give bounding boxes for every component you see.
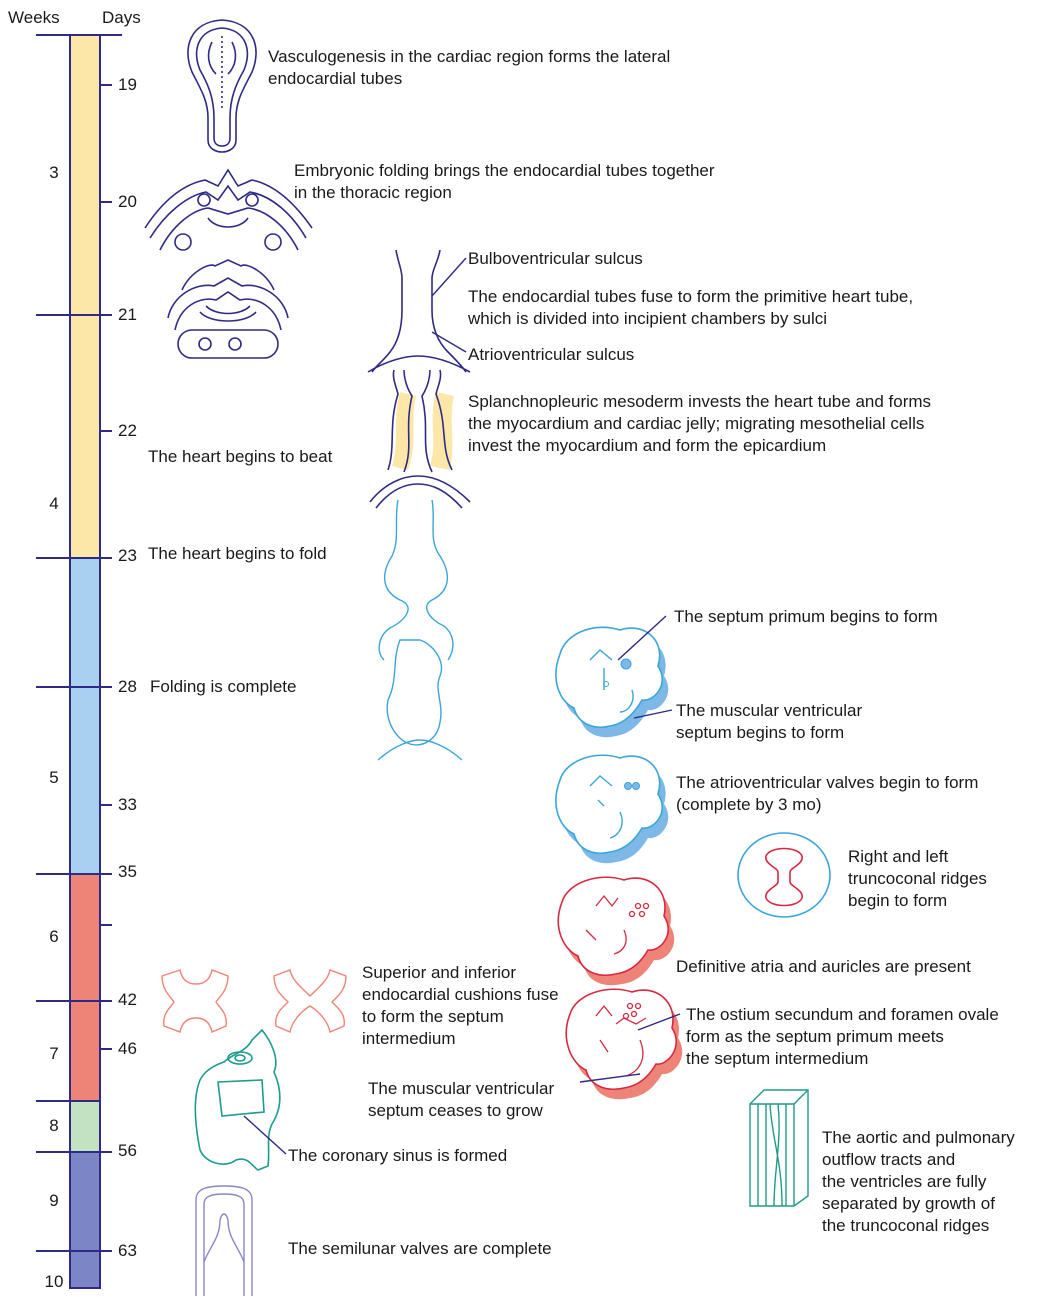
timeline-segment-yellow — [70, 35, 100, 558]
day-label: 20 — [118, 192, 137, 211]
day-label: 19 — [118, 75, 137, 94]
event-cushions-fuse: Superior and inferior endocardial cushio… — [362, 963, 559, 1048]
day-label: 35 — [118, 862, 137, 881]
weeks-header: Weeks — [8, 8, 60, 27]
event-septum-primum: The septum primum begins to form — [674, 607, 938, 626]
endocardial-cushions-illustration — [161, 969, 347, 1033]
event-heart-beat: The heart begins to beat — [148, 447, 333, 466]
week-label: 10 — [44, 1272, 64, 1291]
event-splanchnopleuric: Splanchnopleuric mesoderm invests the he… — [468, 392, 932, 455]
day-label: 63 — [118, 1241, 137, 1260]
event-semilunar: The semilunar valves are complete — [288, 1239, 552, 1258]
event-definitive-atria: Definitive atria and auricles are presen… — [676, 957, 971, 976]
folding-heart-illustration — [377, 499, 463, 761]
day-label: 28 — [118, 677, 137, 696]
outflow-tracts-illustration — [749, 1089, 809, 1207]
timeline-ticks — [36, 34, 122, 1252]
day-label: 22 — [118, 421, 137, 440]
septum-primum-heart-illustration — [555, 615, 673, 738]
timeline-segment-lightblue — [70, 558, 100, 874]
ostium-secundum-heart-illustration — [565, 988, 683, 1100]
week-label: 9 — [49, 1191, 59, 1210]
week-label: 5 — [49, 768, 59, 787]
event-vasculogenesis: Vasculogenesis in the cardiac region for… — [268, 47, 671, 88]
day-label: 33 — [118, 795, 137, 814]
timeline-segment-green — [70, 1101, 100, 1152]
week-label: 3 — [49, 163, 59, 182]
day-label: 56 — [118, 1141, 137, 1160]
week-label: 4 — [49, 494, 59, 513]
event-muscular-septum-begins: The muscular ventricular septum begins t… — [676, 701, 863, 742]
semilunar-valves-illustration — [195, 1185, 253, 1296]
week-label: 6 — [49, 927, 59, 946]
event-tubes-fuse: The endocardial tubes fuse to form the p… — [468, 287, 914, 328]
primitive-heart-tube-illustration — [367, 249, 471, 373]
timeline-segment-purple — [70, 1152, 100, 1288]
definitive-atria-heart-illustration — [557, 876, 675, 986]
event-atrioventricular-sulcus: Atrioventricular sulcus — [468, 345, 635, 364]
event-bulboventricular-sulcus: Bulboventricular sulcus — [468, 249, 643, 268]
timeline-segment-red — [70, 874, 100, 1101]
event-folding-brings: Embryonic folding brings the endocardial… — [294, 161, 715, 202]
day-label: 42 — [118, 990, 137, 1009]
week-label: 8 — [49, 1116, 59, 1135]
day-label: 21 — [118, 305, 137, 324]
day-label: 46 — [118, 1039, 137, 1058]
truncoconal-ridges-illustration — [737, 832, 831, 918]
event-av-valves: The atrioventricular valves begin to for… — [676, 773, 979, 814]
days-header: Days — [102, 8, 141, 27]
embryo-endocardial-tubes-illustration — [187, 19, 257, 153]
cross-section-day20-illustration — [144, 168, 313, 251]
event-muscular-septum-ceases: The muscular ventricular septum ceases t… — [368, 1079, 555, 1120]
week-label: 7 — [49, 1044, 59, 1063]
heart-tube-cardiac-jelly-illustration — [369, 369, 471, 509]
event-ostium-secundum: The ostium secundum and foramen ovale fo… — [686, 1005, 999, 1068]
event-folding-complete: Folding is complete — [150, 677, 297, 696]
coronary-sinus-heart-illustration — [194, 1028, 287, 1171]
event-heart-fold: The heart begins to fold — [148, 544, 327, 563]
cross-section-day21-illustration — [167, 259, 289, 359]
av-valves-heart-illustration — [555, 754, 669, 864]
event-coronary-sinus: The coronary sinus is formed — [288, 1146, 508, 1165]
event-truncoconal-ridges: Right and left truncoconal ridges begin … — [848, 847, 987, 910]
day-label: 23 — [118, 546, 137, 565]
event-outflow-tracts: The aortic and pulmonary outflow tracts … — [822, 1128, 1015, 1235]
